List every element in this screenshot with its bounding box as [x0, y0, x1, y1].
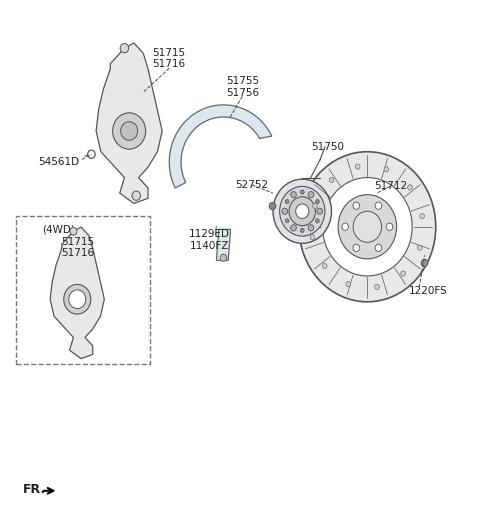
Text: 1220FS: 1220FS — [409, 287, 448, 297]
Circle shape — [285, 219, 289, 223]
Circle shape — [300, 190, 304, 194]
Circle shape — [384, 167, 389, 172]
FancyBboxPatch shape — [16, 216, 150, 364]
Circle shape — [401, 271, 406, 276]
Circle shape — [315, 219, 319, 223]
Circle shape — [355, 164, 360, 169]
Circle shape — [346, 281, 351, 287]
Text: 1129ED
1140FZ: 1129ED 1140FZ — [189, 229, 230, 250]
Text: 51750: 51750 — [311, 141, 344, 151]
Text: 54561D: 54561D — [38, 157, 79, 167]
Circle shape — [315, 199, 319, 204]
Circle shape — [282, 208, 288, 214]
Circle shape — [120, 44, 129, 53]
Text: (4WD): (4WD) — [42, 225, 75, 235]
Circle shape — [338, 195, 396, 259]
PathPatch shape — [169, 105, 272, 188]
Circle shape — [285, 199, 289, 204]
Text: 52752: 52752 — [235, 180, 268, 190]
Circle shape — [88, 150, 95, 158]
Circle shape — [220, 254, 227, 261]
Circle shape — [299, 151, 436, 302]
Circle shape — [300, 228, 304, 232]
Circle shape — [308, 191, 314, 198]
Circle shape — [353, 244, 360, 251]
Text: 51712: 51712 — [374, 181, 408, 191]
Circle shape — [273, 179, 332, 244]
Circle shape — [421, 259, 428, 267]
Circle shape — [280, 186, 325, 236]
Circle shape — [375, 244, 382, 251]
Circle shape — [132, 191, 141, 200]
Circle shape — [353, 202, 360, 209]
Circle shape — [120, 122, 138, 140]
Circle shape — [329, 177, 334, 183]
Circle shape — [408, 185, 412, 190]
Text: 51755
51756: 51755 51756 — [226, 76, 259, 98]
Circle shape — [417, 245, 422, 250]
Circle shape — [308, 225, 314, 231]
Text: FR.: FR. — [23, 483, 47, 496]
Circle shape — [291, 225, 296, 231]
PathPatch shape — [96, 43, 162, 204]
Circle shape — [310, 235, 315, 240]
Circle shape — [342, 223, 348, 230]
Circle shape — [323, 178, 412, 276]
Circle shape — [353, 211, 382, 242]
Circle shape — [296, 204, 309, 218]
Circle shape — [291, 191, 296, 198]
Circle shape — [375, 285, 379, 289]
Circle shape — [64, 285, 91, 314]
Text: 51715
51716: 51715 51716 — [153, 48, 186, 69]
Circle shape — [317, 208, 323, 214]
Circle shape — [69, 290, 86, 309]
Circle shape — [269, 203, 276, 210]
Polygon shape — [216, 229, 230, 260]
Circle shape — [323, 264, 327, 269]
PathPatch shape — [50, 227, 104, 359]
Circle shape — [70, 228, 77, 235]
Text: 51715
51716: 51715 51716 — [60, 237, 94, 258]
Circle shape — [375, 202, 382, 209]
Circle shape — [386, 223, 393, 230]
Circle shape — [289, 197, 315, 226]
Circle shape — [312, 203, 317, 208]
Circle shape — [113, 113, 145, 149]
Circle shape — [420, 214, 424, 219]
